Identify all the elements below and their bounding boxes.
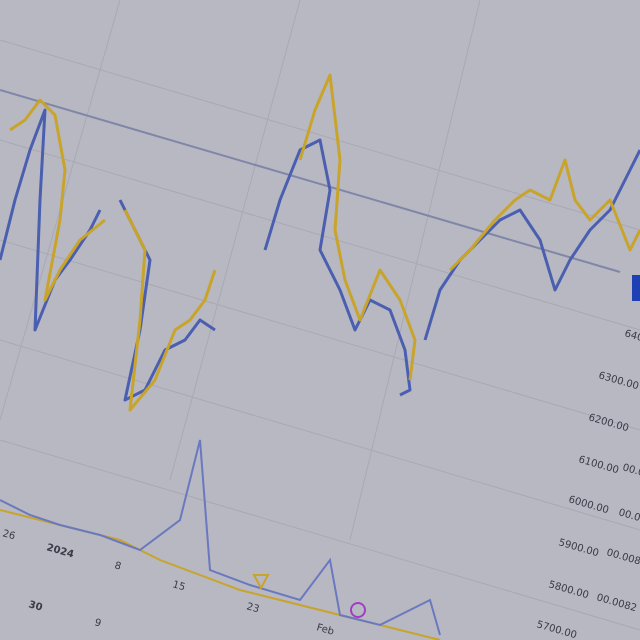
time-label: 8 <box>113 560 122 572</box>
lower-time-label: 30 <box>27 599 43 613</box>
candles <box>0 73 640 412</box>
event-icon <box>350 602 366 618</box>
time-label: 15 <box>171 579 186 593</box>
volume-bars <box>0 439 441 640</box>
time-label: 23 <box>245 601 260 615</box>
event-icon <box>252 574 270 591</box>
horizontal-level-line <box>0 89 621 273</box>
price-marker <box>632 275 640 301</box>
lower-time-label: 9 <box>93 617 102 629</box>
time-label: Feb <box>315 622 335 637</box>
time-label: 26 <box>1 528 16 542</box>
